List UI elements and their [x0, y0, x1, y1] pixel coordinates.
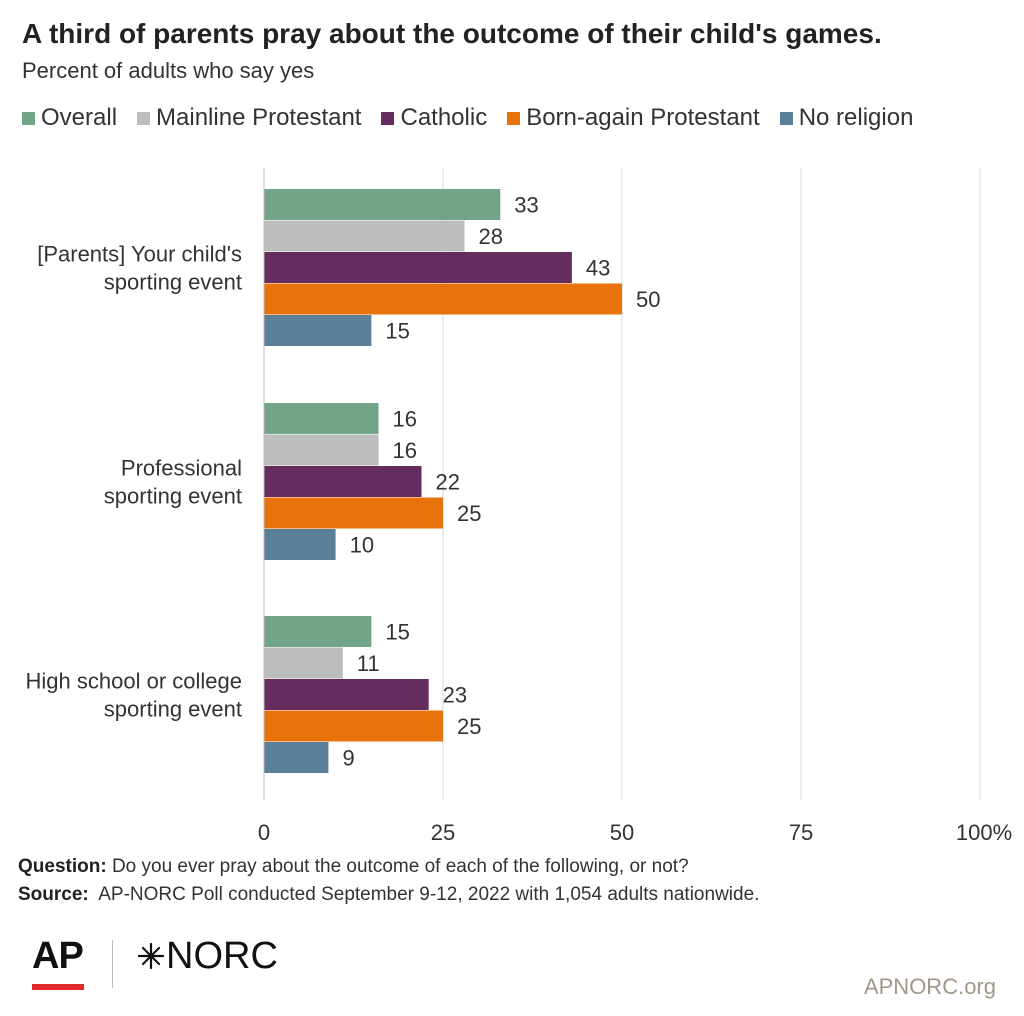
bar-value-label: 15 [385, 620, 409, 645]
norc-star-icon [137, 942, 165, 970]
norc-logo: NORC [136, 934, 278, 978]
x-tick-label: 25 [431, 820, 455, 845]
bar [264, 252, 572, 283]
x-tick-label: 50 [610, 820, 634, 845]
legend: Overall Mainline Protestant Catholic Bor… [22, 102, 933, 134]
x-tick-label: 0 [258, 820, 270, 845]
logo-divider [112, 940, 113, 988]
bar-value-label: 50 [636, 287, 660, 312]
bar-value-label: 28 [478, 224, 502, 249]
source-text: AP-NORC Poll conducted September 9-12, 2… [88, 884, 760, 905]
bar [264, 529, 336, 560]
category-label: High school or college [26, 669, 242, 694]
legend-swatch [779, 111, 793, 125]
bar-value-label: 25 [457, 501, 481, 526]
bar-value-label: 25 [457, 714, 481, 739]
bar [264, 710, 443, 742]
legend-swatch [137, 111, 151, 125]
legend-item-mainline-protestant: Mainline Protestant [137, 104, 361, 132]
source-label: Source: [18, 884, 89, 905]
legend-item-born-again-protestant: Born-again Protestant [507, 104, 760, 132]
bar-value-label: 15 [385, 319, 409, 344]
bar-value-label: 22 [436, 470, 460, 495]
bar-chart: 33 28 43 50 15 [Parents] Your child's sporting… [26, 168, 1012, 845]
legend-label: Overall [41, 104, 118, 131]
bar [264, 189, 501, 220]
category-label: [Parents] Your child's [37, 242, 242, 267]
legend-label: Born-again Protestant [526, 104, 760, 131]
bar [264, 403, 379, 434]
category-label: sporting event [104, 484, 242, 509]
bar [264, 315, 372, 346]
legend-item-no-religion: No religion [779, 104, 914, 132]
bar-value-label: 23 [443, 683, 467, 708]
bar [264, 466, 422, 497]
bar-value-label: 11 [357, 651, 380, 676]
bar [264, 283, 622, 315]
chart-title: A third of parents pray about the outcom… [22, 18, 882, 49]
ap-logo: AP [32, 935, 84, 977]
bar-value-label: 10 [350, 533, 374, 558]
source-note: Source: AP-NORC Poll conducted September… [18, 884, 759, 906]
bar [264, 647, 343, 679]
bar [264, 434, 379, 466]
chart-subtitle: Percent of adults who say yes [22, 58, 315, 83]
legend-swatch [507, 111, 521, 125]
legend-swatch [22, 111, 35, 125]
bar [264, 616, 372, 647]
bar [264, 220, 465, 252]
category-label: sporting event [104, 697, 242, 722]
legend-label: Mainline Protestant [156, 104, 362, 131]
bar [264, 742, 329, 773]
x-tick-label: 100% [956, 820, 1012, 845]
site-link[interactable]: APNORC.org [863, 974, 996, 999]
legend-label: No religion [798, 104, 914, 131]
question-label: Question: [18, 856, 107, 877]
bar-value-label: 16 [393, 407, 417, 432]
legend-item-overall: Overall [22, 104, 117, 132]
norc-wordmark: NORC [166, 935, 278, 977]
question-text: Do you ever pray about the outcome of ea… [106, 856, 689, 877]
x-tick-label: 75 [789, 820, 813, 845]
ap-logo-underline [32, 984, 84, 990]
bar-value-label: 33 [514, 193, 538, 218]
legend-item-catholic: Catholic [381, 104, 487, 132]
category-label: Professional [121, 456, 242, 481]
legend-swatch [381, 111, 395, 125]
bar [264, 497, 443, 529]
bar-value-label: 9 [342, 746, 354, 771]
question-note: Question: Do you ever pray about the out… [18, 856, 689, 878]
bar [264, 679, 429, 710]
legend-label: Catholic [400, 104, 488, 131]
category-label: sporting event [104, 270, 242, 295]
bar-value-label: 43 [586, 256, 610, 281]
bar-value-label: 16 [393, 438, 417, 463]
